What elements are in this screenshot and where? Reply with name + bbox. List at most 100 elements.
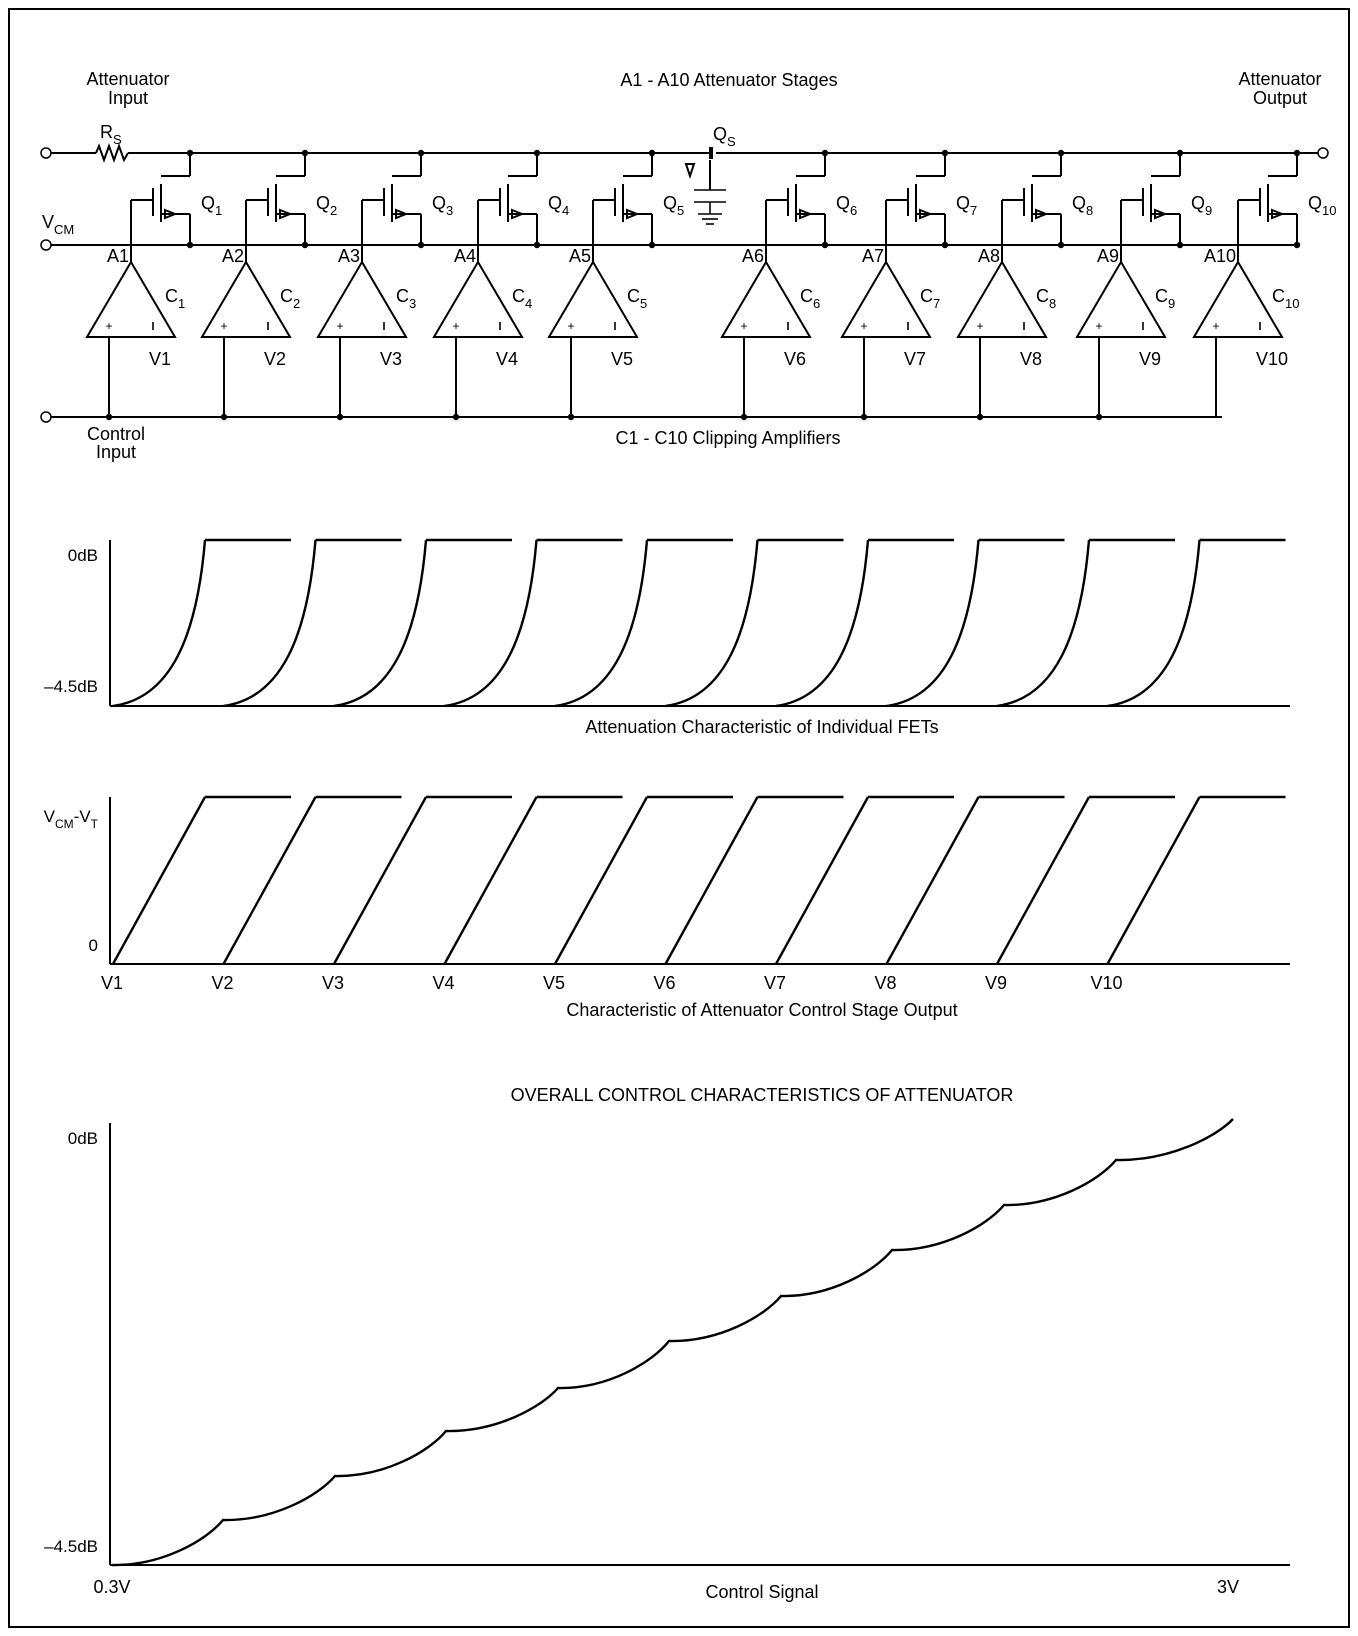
fet-curve-6	[665, 539, 759, 708]
qs-label: QS	[713, 124, 736, 149]
stage-2-v-label: V2	[264, 349, 286, 369]
stage-9-plus: +	[1095, 319, 1102, 333]
control-ramp-2	[222, 796, 317, 965]
control-chart-top-label-part-0: V	[44, 807, 56, 826]
stage-7-control-dot	[860, 413, 868, 421]
stage-10-c-label-part-1: 10	[1285, 296, 1299, 311]
stage-1-arrow	[164, 208, 178, 220]
stage-3-arrow	[395, 208, 409, 220]
stage-6-v-label: V6	[784, 349, 806, 369]
stage-6-amplifier	[720, 260, 812, 338]
control-x-label-8: V8	[874, 973, 896, 993]
stage-4-plus: +	[452, 319, 459, 333]
stage-7-c-label-part-0: C	[920, 286, 933, 306]
control-x-label-3: V3	[322, 973, 344, 993]
control-x-label-7: V7	[764, 973, 786, 993]
fet-curve-8	[886, 539, 980, 708]
control-x-label-1: V1	[101, 973, 123, 993]
stage-2-source-dot	[301, 241, 309, 249]
attenuator-output-label-line2: Output	[1253, 88, 1307, 108]
stage-7-q-label-part-0: Q	[956, 193, 970, 213]
control-ramp-10	[1106, 796, 1201, 965]
stage-9-c-label: C9	[1155, 286, 1175, 311]
stage-9-q-label-part-0: Q	[1191, 193, 1205, 213]
stage-6-q-label: Q6	[836, 193, 857, 218]
stage-10-source-dot	[1293, 241, 1301, 249]
control-chart-top-label-part-3: T	[91, 817, 99, 831]
stage-1-v-label: V1	[149, 349, 171, 369]
stage-1-c-label-part-0: C	[165, 286, 178, 306]
stage-4-amplifier	[432, 260, 524, 338]
control-chart-top-label-part-1: CM	[55, 817, 74, 831]
stage-6-c-label-part-0: C	[800, 286, 813, 306]
qs-label-part-1: S	[727, 134, 736, 149]
rs-resistor	[95, 143, 129, 163]
stage-3-source-dot	[417, 241, 425, 249]
stage-8-node-label: A8	[978, 246, 1000, 266]
control-chart-caption: Characteristic of Attenuator Control Sta…	[566, 1000, 957, 1020]
vcm-label-part-1: CM	[54, 222, 74, 237]
stage-10-node-label: A10	[1204, 246, 1236, 266]
stage-2-control-dot	[220, 413, 228, 421]
attenuator-input-label-line1: Attenuator	[86, 69, 169, 89]
stage-4-source-dot	[533, 241, 541, 249]
stage-4-control-dot	[452, 413, 460, 421]
stage-1-control-dot	[105, 413, 113, 421]
control-chart-top-label-part-2: -V	[74, 807, 92, 826]
stage-7-node-label: A7	[862, 246, 884, 266]
stage-5-plus: +	[567, 319, 574, 333]
control-x-label-9: V9	[985, 973, 1007, 993]
stage-5-c-label-part-0: C	[627, 286, 640, 306]
stage-4-q-label-part-0: Q	[548, 193, 562, 213]
control-chart-bottom-label: 0	[89, 936, 98, 955]
stage-5-source-dot	[648, 241, 656, 249]
stage-1-c-label: C1	[165, 286, 185, 311]
stage-1-node-label: A1	[107, 246, 129, 266]
diagram-border	[8, 8, 1350, 1628]
stage-6-q-label-part-1: 6	[850, 203, 857, 218]
stage-2-amplifier	[200, 260, 292, 338]
stage-7-arrow	[919, 208, 933, 220]
stage-5-c-label-part-1: 5	[640, 296, 647, 311]
input-terminal	[40, 147, 52, 159]
rs-label-part-0: R	[100, 122, 113, 142]
stage-7-amplifier	[840, 260, 932, 338]
overall-chart-title: OVERALL CONTROL CHARACTERISTICS OF ATTEN…	[511, 1085, 1014, 1105]
stage-10-q-label: Q10	[1308, 193, 1336, 218]
stage-9-c-label-part-0: C	[1155, 286, 1168, 306]
stage-6-source-dot	[821, 241, 829, 249]
output-terminal	[1317, 147, 1329, 159]
control-x-label-4: V4	[432, 973, 454, 993]
stage-6-node-label: A6	[742, 246, 764, 266]
control-x-label-5: V5	[543, 973, 565, 993]
stage-1-c-label-part-1: 1	[178, 296, 185, 311]
fet-curve-10	[1107, 539, 1201, 708]
fet-chart-caption: Attenuation Characteristic of Individual…	[585, 717, 938, 737]
clipping-amplifiers-title: C1 - C10 Clipping Amplifiers	[615, 428, 840, 448]
stage-5-node-label: A5	[569, 246, 591, 266]
rs-label-part-1: S	[113, 132, 122, 147]
stage-5-q-label-part-1: 5	[677, 203, 684, 218]
stage-3-plus: +	[336, 319, 343, 333]
stage-9-q-label: Q9	[1191, 193, 1212, 218]
control-chart-top-label: VCM-VT	[44, 807, 99, 831]
control-input-label-line2: Input	[96, 442, 136, 462]
fet-chart-top-label: 0dB	[68, 546, 98, 565]
stage-1-amplifier	[85, 260, 177, 338]
stage-8-q-label-part-1: 8	[1086, 203, 1093, 218]
stage-9-q-label-part-1: 9	[1205, 203, 1212, 218]
fet-chart-bottom-label: –4.5dB	[44, 677, 98, 696]
fet-curve-2	[223, 539, 317, 708]
overall-curve	[111, 1118, 1234, 1567]
stage-6-plus: +	[740, 319, 747, 333]
control-x-label-2: V2	[211, 973, 233, 993]
stage-5-amplifier	[547, 260, 639, 338]
stage-9-node-label: A9	[1097, 246, 1119, 266]
stage-3-v-label: V3	[380, 349, 402, 369]
stage-8-c-label-part-0: C	[1036, 286, 1049, 306]
vcm-label: VCM	[42, 212, 74, 237]
stage-4-c-label-part-0: C	[512, 286, 525, 306]
control-input-label-line1: Control	[87, 424, 145, 444]
vcm-terminal	[40, 239, 52, 251]
overall-chart-x-start: 0.3V	[93, 1577, 130, 1597]
